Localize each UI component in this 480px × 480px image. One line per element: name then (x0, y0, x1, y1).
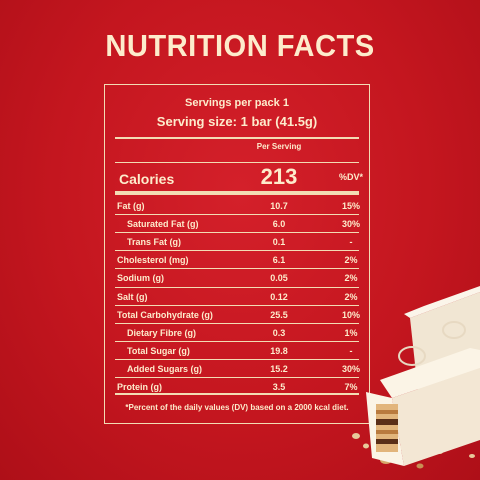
nutrient-dv: 1% (344, 327, 358, 338)
servings-per-pack: Servings per pack 1 (185, 97, 289, 109)
nutrient-name: Saturated Fat (g) (127, 219, 199, 230)
nutrient-row: Trans Fat (g) 0.1 - (105, 233, 369, 251)
nutrient-name: Trans Fat (g) (127, 237, 182, 248)
nutrient-row: Sodium (g) 0.05 2% (105, 269, 369, 287)
divider (115, 137, 359, 139)
nutrient-name: Added Sugars (g) (127, 363, 203, 374)
nutrient-row: Total Carbohydrate (g) 25.5 10% (105, 306, 369, 324)
crumbs-icon (352, 433, 475, 469)
row-divider (115, 358, 359, 360)
nutrient-row: Protein (g) 3.5 7% (105, 378, 369, 396)
nutrient-value: 0.05 (270, 273, 288, 284)
nutrient-row: Cholesterol (mg) 6.1 2% (105, 251, 369, 269)
nutrient-name: Protein (g) (117, 382, 162, 392)
nutrient-name: Dietary Fibre (g) (127, 327, 197, 338)
nutrient-value: 0.1 (272, 237, 286, 248)
nutrient-row: Added Sugars (g) 15.2 30% (105, 360, 369, 378)
nutrient-name: Cholesterol (mg) (117, 255, 189, 266)
nutrient-row: Dietary Fibre (g) 0.3 1% (105, 324, 369, 342)
nutrient-row: Fat (g) 10.7 15% (105, 197, 369, 215)
nutrient-dv: 30% (341, 363, 360, 374)
nutrient-dv: 2% (344, 273, 358, 284)
row-divider (115, 304, 359, 306)
page-title: NUTRITION FACTS (105, 28, 375, 63)
nutrient-value: 15.2 (270, 363, 288, 374)
nutrient-dv: 15% (341, 201, 360, 211)
calories-value: 213 (260, 164, 298, 189)
divider-thick (115, 191, 359, 195)
dv-header: %DV* (338, 172, 363, 182)
nutrient-value: 6.1 (272, 255, 286, 266)
divider (115, 393, 359, 395)
nutrient-row: Salt (g) 0.12 2% (105, 288, 369, 306)
nutrient-value: 6.0 (272, 219, 286, 230)
row-divider (115, 322, 359, 324)
nutrient-dv: 2% (344, 255, 358, 266)
row-divider (115, 340, 359, 342)
nutrient-value: 10.7 (270, 201, 288, 211)
nutrient-dv: 30% (341, 219, 360, 230)
row-divider (115, 214, 359, 216)
nutrient-row: Total Sugar (g) 19.8 - (105, 342, 369, 360)
footnote: *Percent of the daily values (DV) based … (125, 403, 349, 412)
row-divider (115, 250, 359, 252)
row-divider (115, 377, 359, 378)
nutrient-row: Saturated Fat (g) 6.0 30% (105, 215, 369, 233)
nutrient-dv: 10% (341, 309, 360, 320)
serving-size: Serving size: 1 bar (41.5g) (156, 114, 318, 129)
nutrient-name: Fat (g) (117, 201, 145, 211)
nutrient-dv: - (349, 345, 353, 356)
divider (115, 162, 359, 163)
nutrient-name: Salt (g) (117, 291, 148, 302)
per-serving-header: Per Serving (256, 142, 302, 151)
nutrient-name: Sodium (g) (117, 273, 164, 284)
row-divider (115, 286, 359, 288)
nutrient-dv: 2% (344, 291, 358, 302)
nutrient-value: 25.5 (270, 309, 288, 320)
nutrient-name: Total Sugar (g) (127, 345, 190, 356)
nutrition-panel: Servings per pack 1 Serving size: 1 bar … (104, 84, 370, 424)
nutrient-value: 0.12 (270, 291, 288, 302)
row-divider (115, 268, 359, 270)
calories-label: Calories (119, 171, 175, 187)
nutrient-value: 0.3 (272, 327, 286, 338)
row-divider (115, 232, 359, 234)
nutrient-value: 3.5 (272, 382, 286, 392)
nutrient-dv: - (349, 237, 353, 248)
nutrient-name: Total Carbohydrate (g) (117, 309, 213, 320)
nutrient-dv: 7% (344, 382, 358, 392)
nutrient-value: 19.8 (270, 345, 288, 356)
